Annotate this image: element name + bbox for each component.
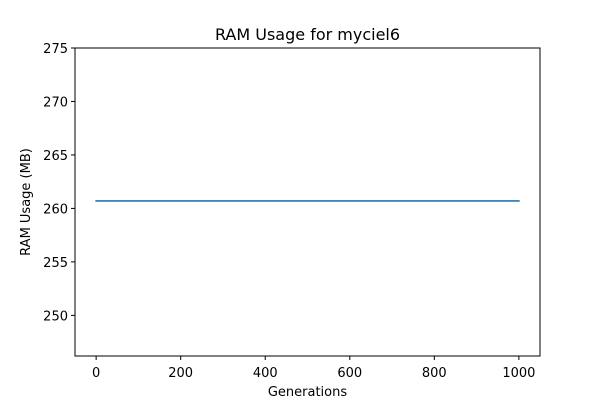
y-tick-label-2: 260 (43, 202, 68, 217)
x-tick-label-2: 400 (253, 366, 278, 381)
plot-area: 0 200 400 600 800 1000 250 255 260 265 270 275 (43, 42, 541, 381)
y-tick-label-1: 255 (43, 256, 68, 271)
y-tick-label-0: 250 (43, 309, 68, 324)
x-tick-label-4: 800 (422, 366, 447, 381)
y-axis-title: RAM Usage (MB) (19, 148, 34, 256)
x-tick-label-5: 1000 (502, 366, 535, 381)
x-axis-title: Generations (268, 385, 348, 400)
x-tick-label-0: 0 (92, 366, 100, 381)
y-tick-label-4: 270 (43, 95, 68, 110)
x-tick-label-3: 600 (337, 366, 362, 381)
chart-title: RAM Usage for myciel6 (215, 25, 400, 44)
plot-frame (74, 47, 541, 357)
y-tick-label-3: 265 (43, 149, 68, 164)
y-tick-label-5: 275 (43, 42, 68, 57)
x-tick-label-1: 200 (168, 366, 193, 381)
